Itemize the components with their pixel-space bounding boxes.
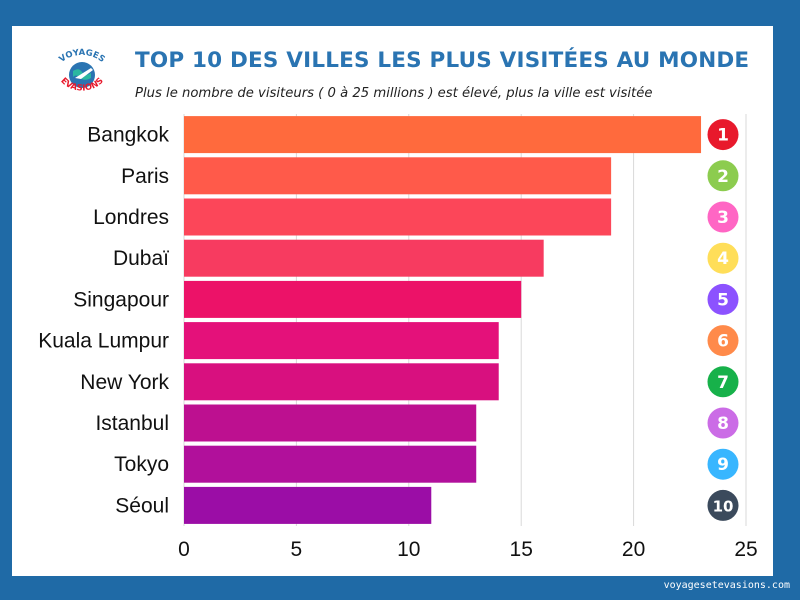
x-tick-label: 0 [178, 538, 190, 561]
bar [184, 157, 612, 195]
bar [184, 116, 702, 154]
rank-label: 6 [717, 332, 729, 352]
rank-label: 4 [717, 249, 729, 269]
rank-badge [707, 283, 739, 315]
bar [184, 486, 432, 524]
rank-badge [707, 242, 739, 274]
rank-badge [707, 489, 739, 521]
bar [184, 239, 544, 277]
x-tick-label: 5 [291, 538, 303, 561]
chart-title: TOP 10 DES VILLES LES PLUS VISITÉES AU M… [135, 48, 750, 73]
rank-badge [707, 201, 739, 233]
category-label: Kuala Lumpur [38, 330, 169, 353]
rank-label: 10 [713, 497, 734, 515]
rank-label: 1 [717, 126, 729, 146]
x-tick-label: 10 [397, 538, 420, 561]
x-tick-label: 15 [510, 538, 533, 561]
bar [184, 445, 477, 483]
rank-label: 8 [717, 414, 729, 434]
bar [184, 322, 499, 360]
category-label: Dubaï [113, 247, 169, 270]
rank-badge [707, 325, 739, 357]
rank-label: 7 [717, 373, 729, 393]
rank-label: 5 [717, 290, 729, 310]
logo-text-bottom: EVASIONS [58, 76, 105, 94]
category-label: Bangkok [87, 124, 169, 147]
bar [184, 280, 522, 318]
category-label: Istanbul [95, 412, 169, 435]
chart-subtitle: Plus le nombre de visiteurs ( 0 à 25 mil… [135, 86, 653, 101]
x-tick-label: 20 [622, 538, 645, 561]
bar [184, 363, 499, 401]
rank-badge [707, 119, 739, 151]
category-label: Londres [93, 206, 169, 229]
voyages-evasions-logo: VOYAGES EVASIONS [57, 48, 106, 94]
category-label: Tokyo [114, 453, 169, 476]
bar [184, 198, 612, 236]
x-tick-label: 25 [734, 538, 757, 561]
airplane-icon [75, 68, 93, 79]
rank-badge [707, 366, 739, 398]
category-label: New York [80, 371, 169, 394]
rank-label: 9 [717, 455, 729, 475]
category-label: Séoul [115, 494, 169, 517]
rank-badge [707, 160, 739, 192]
rank-badge [707, 407, 739, 439]
bar [184, 404, 477, 442]
category-label: Paris [121, 165, 169, 188]
rank-badge [707, 448, 739, 480]
category-label: Singapour [73, 288, 169, 311]
rank-label: 3 [717, 208, 729, 228]
footer-site: voyagesetevasions.com [663, 580, 790, 591]
rank-label: 2 [717, 167, 729, 187]
